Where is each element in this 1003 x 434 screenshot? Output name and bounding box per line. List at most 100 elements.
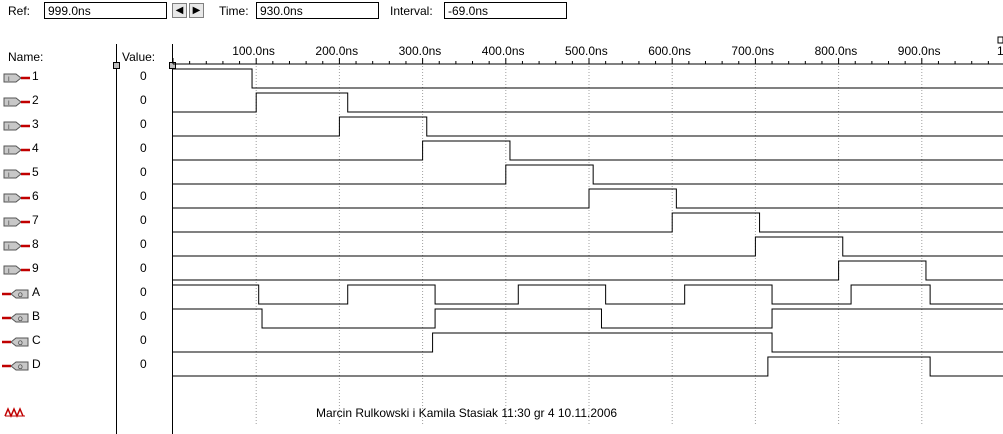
signal-value: 0: [140, 165, 147, 179]
time-field[interactable]: 930.0ns: [256, 2, 379, 19]
signal-name: 6: [32, 189, 39, 203]
svg-text:I: I: [8, 245, 10, 251]
signal-name: 3: [32, 117, 39, 131]
signal-value: 0: [140, 261, 147, 275]
time-label: Time:: [219, 4, 249, 18]
input-pin-icon: I: [3, 193, 30, 203]
signal-value: 0: [140, 357, 147, 371]
signal-name: 7: [32, 213, 39, 227]
time-tick-label: 500.0ns: [565, 44, 608, 58]
signal-row[interactable]: I 9 0: [0, 258, 172, 282]
svg-text:I: I: [8, 77, 10, 83]
output-pin-icon: O: [2, 313, 29, 323]
value-waveform-divider[interactable]: [172, 44, 173, 434]
arrow-left-icon: ◀: [175, 5, 184, 16]
time-tick-label: 900.0ns: [897, 44, 941, 58]
svg-text:I: I: [8, 173, 10, 179]
signal-name: 4: [32, 141, 39, 155]
input-pin-icon: I: [3, 169, 30, 179]
prev-transition-button[interactable]: ◀: [172, 3, 187, 18]
signal-row[interactable]: I 8 0: [0, 234, 172, 258]
timeline-end-marker: [997, 36, 1003, 44]
svg-text:I: I: [8, 149, 10, 155]
signal-value: 0: [140, 93, 147, 107]
signal-waveform: [173, 356, 1003, 377]
signal-row[interactable]: I 2 0: [0, 90, 172, 114]
signal-value: 0: [140, 333, 147, 347]
signal-row[interactable]: I 4 0: [0, 138, 172, 162]
signal-name: 5: [32, 165, 39, 179]
input-pin-icon: I: [3, 217, 30, 227]
signal-value: 0: [140, 309, 147, 323]
signal-name: C: [32, 333, 41, 347]
time-tick-label: 800.0ns: [814, 44, 858, 58]
signal-name: D: [32, 357, 41, 371]
svg-text:I: I: [8, 125, 10, 131]
input-pin-icon: I: [3, 73, 30, 83]
signal-waveform: [173, 236, 1003, 257]
time-tick-label: 600.0ns: [648, 44, 691, 58]
interval-field[interactable]: -69.0ns: [444, 2, 567, 19]
signal-waveform: [173, 164, 1003, 185]
time-tick-label: 400.0ns: [481, 44, 525, 58]
signal-row[interactable]: I 5 0: [0, 162, 172, 186]
author-caption: Marcin Rulkowski i Kamila Stasiak 11:30 …: [316, 406, 618, 420]
signal-waveform: [173, 332, 1003, 353]
signal-value: 0: [140, 285, 147, 299]
svg-text:I: I: [8, 197, 10, 203]
signal-row[interactable]: O A 0: [0, 282, 172, 306]
input-pin-icon: I: [3, 265, 30, 275]
svg-text:O: O: [18, 365, 23, 371]
signal-name: 1: [32, 69, 39, 83]
output-pin-icon: O: [2, 337, 29, 347]
ref-label: Ref:: [8, 4, 31, 18]
signal-value: 0: [140, 69, 147, 83]
signal-value: 0: [140, 237, 147, 251]
interval-label: Interval:: [390, 4, 433, 18]
signal-row[interactable]: O C 0: [0, 330, 172, 354]
input-pin-icon: I: [3, 121, 30, 131]
column-resize-handle[interactable]: [113, 62, 120, 69]
input-pin-icon: I: [3, 97, 30, 107]
signal-waveform: [173, 68, 1003, 89]
signal-name: 8: [32, 237, 39, 251]
signal-row[interactable]: I 1 0: [0, 66, 172, 90]
signal-waveform: [173, 260, 1003, 281]
name-column-header: Name:: [8, 50, 44, 64]
next-transition-button[interactable]: ▶: [189, 3, 204, 18]
signal-waveform: [173, 308, 1003, 329]
signal-row[interactable]: I 6 0: [0, 186, 172, 210]
signal-row[interactable]: O D 0: [0, 354, 172, 378]
time-tick-label: 1.0: [997, 44, 1003, 58]
node-group-icon: [4, 407, 25, 418]
signal-waveform: [173, 212, 1003, 233]
signal-waveform: [173, 116, 1003, 137]
signal-name: 2: [32, 93, 39, 107]
signal-waveform: [173, 284, 1003, 305]
svg-text:O: O: [18, 293, 23, 299]
signal-name: 9: [32, 261, 39, 275]
signal-row[interactable]: O B 0: [0, 306, 172, 330]
output-pin-icon: O: [2, 289, 29, 299]
signal-value: 0: [140, 117, 147, 131]
value-column-header: Value:: [122, 50, 156, 64]
signal-value: 0: [140, 189, 147, 203]
signal-name: B: [32, 309, 41, 323]
svg-text:O: O: [18, 317, 23, 323]
signal-name: A: [32, 285, 41, 299]
toolbar: Ref: 999.0ns ◀ ▶ Time: 930.0ns Interval:…: [0, 0, 1003, 24]
name-value-divider[interactable]: [116, 44, 117, 434]
signal-waveform: [173, 188, 1003, 209]
svg-text:I: I: [8, 221, 10, 227]
input-pin-icon: I: [3, 145, 30, 155]
ref-field[interactable]: 999.0ns: [44, 2, 167, 19]
signal-row[interactable]: I 3 0: [0, 114, 172, 138]
svg-text:O: O: [18, 341, 23, 347]
signal-value: 0: [140, 141, 147, 155]
signal-waveform: [173, 92, 1003, 113]
signal-row[interactable]: I 7 0: [0, 210, 172, 234]
signal-waveform: [173, 140, 1003, 161]
arrow-right-icon: ▶: [192, 5, 201, 16]
time-tick-label: 200.0ns: [315, 44, 359, 58]
